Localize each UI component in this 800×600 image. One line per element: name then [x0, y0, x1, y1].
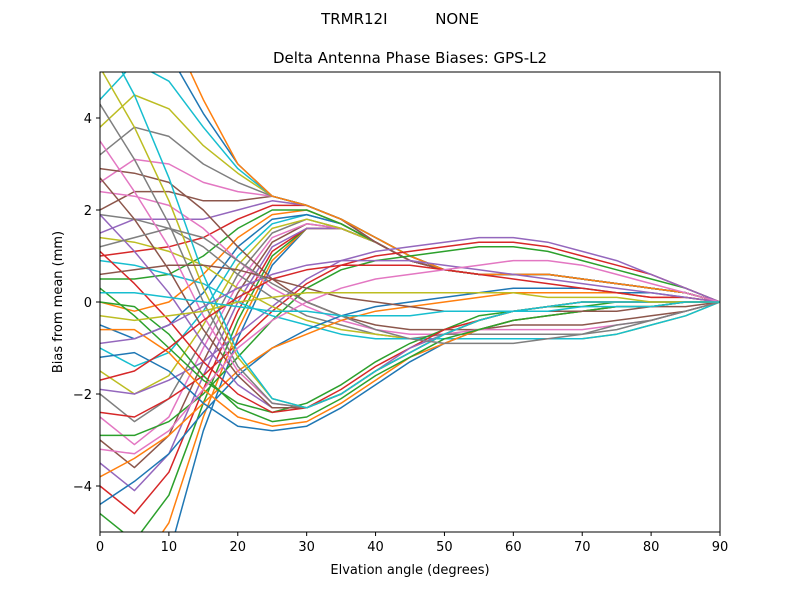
- figure-suptitle: TRMR12I NONE: [320, 10, 479, 28]
- y-axis-label: Bias from mean (mm): [51, 231, 66, 373]
- series-line-46: [100, 264, 720, 312]
- chart-title: Delta Antenna Phase Biases: GPS-L2: [273, 49, 547, 67]
- series-line-45: [100, 259, 720, 345]
- y-tick-label-1: −2: [73, 388, 92, 403]
- x-axis-label: Elvation angle (degrees): [330, 563, 489, 578]
- x-tick-label-7: 70: [574, 540, 591, 555]
- x-tick-label-9: 90: [712, 540, 729, 555]
- y-tick-label-3: 2: [84, 204, 92, 219]
- x-tick-label-5: 50: [436, 540, 453, 555]
- x-tick-label-2: 20: [230, 540, 247, 555]
- y-axis-ticks: −4 −2 0 2 4: [73, 112, 100, 495]
- series-layer: [100, 72, 720, 532]
- x-axis-ticks: 0 10 20 30 40 50 60 70 80 90: [96, 532, 728, 555]
- x-tick-label-4: 40: [367, 540, 384, 555]
- x-tick-label-6: 60: [505, 540, 522, 555]
- series-line-50: [100, 292, 720, 317]
- x-tick-label-1: 10: [161, 540, 178, 555]
- y-tick-label-2: 0: [84, 296, 92, 311]
- x-tick-label-8: 80: [643, 540, 660, 555]
- y-tick-label-0: −4: [73, 480, 92, 495]
- series-line-40: [121, 72, 720, 409]
- series-line-26: [100, 167, 720, 331]
- series-line-44: [100, 264, 720, 381]
- series-line-48: [100, 227, 720, 345]
- x-tick-label-0: 0: [96, 540, 104, 555]
- series-line-49: [100, 292, 720, 322]
- y-tick-label-4: 4: [84, 112, 92, 127]
- series-line-47: [100, 259, 720, 455]
- series-line-23: [100, 246, 720, 437]
- x-tick-label-3: 30: [298, 540, 315, 555]
